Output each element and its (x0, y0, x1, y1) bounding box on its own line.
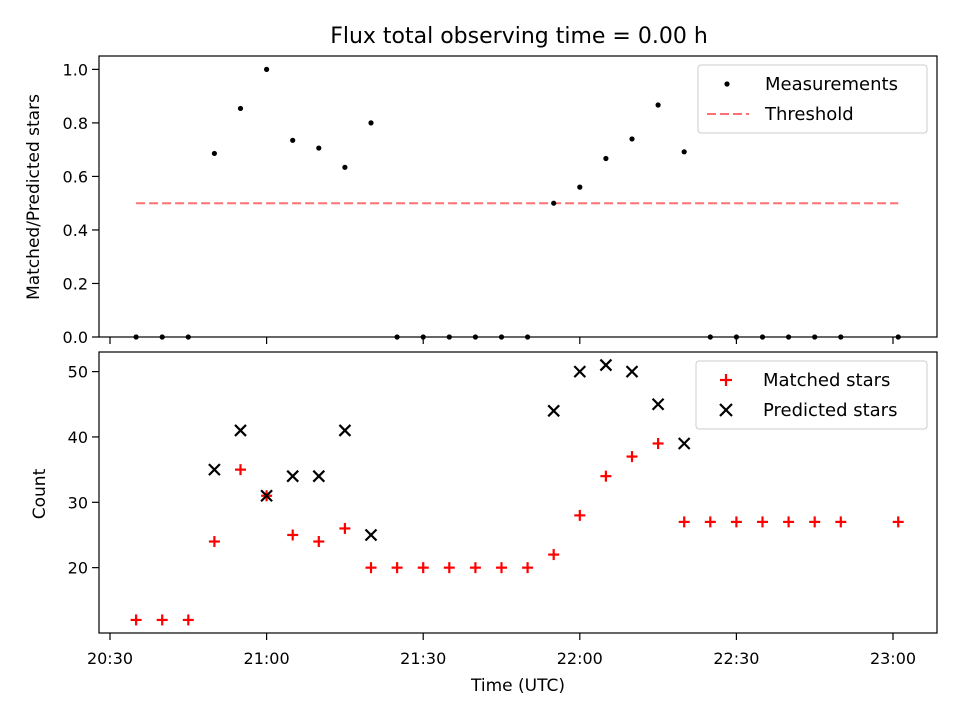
top-legend-box (697, 64, 928, 134)
measurement-point (316, 145, 322, 151)
predicted-point (260, 489, 273, 503)
matched-point (313, 536, 325, 548)
matched-point (365, 562, 377, 574)
top-x-ticks (109, 337, 894, 344)
bottom-legend: Matched stars Predicted stars (695, 360, 928, 430)
bottom-y-ticks: 20 30 40 50 (68, 363, 99, 578)
top-y-axis-label: Matched/Predicted stars (24, 94, 44, 300)
measurement-point (290, 137, 296, 143)
measurement-point (655, 102, 661, 108)
measurement-point (603, 155, 609, 162)
matched-point (208, 536, 220, 548)
measurement-point (629, 136, 635, 142)
predicted-point (338, 424, 352, 437)
matched-point (443, 562, 455, 574)
bottom-legend-box (695, 360, 928, 430)
measurement-point (368, 120, 374, 126)
matched-point (182, 614, 194, 626)
y-tick-label: 0.2 (63, 274, 88, 293)
top-legend: Measurements Threshold (697, 64, 928, 134)
matched-point (626, 451, 638, 463)
matched-point (704, 516, 716, 528)
top-axes-frame (98, 55, 938, 338)
x-tick-label: 23:00 (870, 649, 916, 668)
predicted-point (625, 365, 639, 378)
matched-point (600, 470, 612, 482)
y-tick-label: 20 (68, 559, 88, 578)
predicted-point (286, 469, 299, 483)
y-tick-label: 0.0 (63, 328, 88, 347)
bottom-x-ticks: 20:30 21:00 21:30 22:00 22:30 23:00 (87, 633, 916, 668)
predicted-point (573, 365, 587, 378)
legend-threshold-label: Threshold (764, 104, 854, 125)
bottom-marks (130, 358, 904, 626)
x-tick-label: 21:00 (244, 649, 290, 668)
y-tick-label: 0.6 (63, 167, 88, 186)
matched-point (548, 549, 560, 561)
legend-measurements-label: Measurements (765, 74, 898, 95)
matched-point (156, 614, 168, 626)
y-tick-label: 40 (68, 428, 88, 447)
matched-point (287, 529, 299, 541)
bottom-y-axis-label: Count (30, 468, 50, 519)
matched-point (522, 562, 534, 574)
top-plot: 0.0 0.2 0.4 0.6 0.8 1.0 Matched/Predicted sta… (24, 55, 938, 347)
matched-point (835, 516, 847, 528)
legend-predicted-label: Predicted stars (763, 400, 897, 421)
x-tick-label: 22:30 (713, 649, 759, 668)
legend-matched-marker (720, 374, 732, 386)
matched-point (130, 614, 142, 626)
matched-point (574, 509, 586, 521)
measurement-point (211, 150, 217, 157)
matched-point (469, 562, 481, 574)
predicted-point (234, 424, 247, 437)
matched-point (235, 464, 246, 476)
predicted-point (312, 469, 326, 483)
measurement-point (551, 200, 557, 206)
legend-matched-label: Matched stars (763, 370, 890, 391)
predicted-point (547, 404, 560, 418)
matched-point (417, 562, 429, 574)
predicted-point (651, 398, 665, 411)
matched-point (652, 437, 664, 449)
top-y-ticks: 0.0 0.2 0.4 0.6 0.8 1.0 (63, 60, 99, 347)
y-tick-label: 1.0 (63, 60, 88, 79)
predicted-point (364, 528, 378, 542)
predicted-point (599, 358, 613, 372)
x-tick-label: 20:30 (87, 649, 133, 668)
y-tick-label: 0.4 (63, 221, 88, 240)
matched-point (496, 562, 507, 574)
y-tick-label: 30 (68, 493, 88, 512)
legend-measurements-marker (724, 81, 730, 87)
measurement-point (342, 164, 348, 170)
bottom-axes-frame (98, 351, 938, 634)
x-tick-label: 22:00 (557, 649, 603, 668)
matched-point (783, 516, 795, 528)
predicted-point (208, 463, 221, 476)
matched-point (730, 516, 742, 528)
predicted-point (677, 437, 691, 450)
matched-point (391, 562, 403, 574)
matched-point (339, 522, 351, 534)
legend-predicted-marker (719, 403, 733, 417)
matched-point (678, 516, 690, 528)
measurement-point (237, 105, 244, 112)
matched-point (892, 516, 904, 528)
matched-point (757, 516, 768, 528)
y-tick-label: 50 (68, 363, 88, 382)
measurement-point (264, 66, 270, 72)
measurement-point (681, 149, 687, 155)
x-axis-label: Time (UTC) (470, 676, 565, 696)
chart-title: Flux total observing time = 0.00 h (330, 24, 708, 49)
matched-point (809, 516, 821, 528)
y-tick-label: 0.8 (63, 114, 88, 133)
measurement-point (577, 184, 583, 190)
x-tick-label: 21:30 (400, 649, 446, 668)
